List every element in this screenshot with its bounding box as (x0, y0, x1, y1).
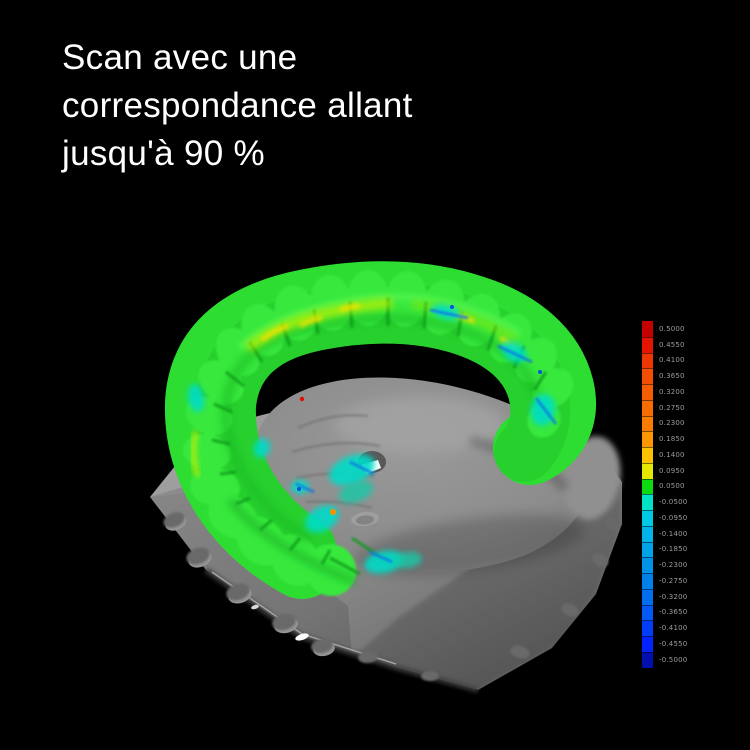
color-scale-row: 0.3650 (642, 368, 687, 384)
color-scale-row: -0.4100 (642, 620, 687, 636)
color-scale-label: -0.0950 (659, 513, 688, 522)
color-scale-row: 0.0950 (642, 462, 687, 479)
color-scale-label: -0.2750 (659, 576, 688, 585)
color-scale-segment (642, 321, 653, 337)
color-scale-label: -0.3650 (659, 608, 688, 617)
color-scale-segment (642, 620, 653, 636)
palate-dimple (351, 511, 379, 527)
color-scale-row: 0.4550 (642, 336, 687, 353)
page-title-line-3: jusqu'à 90 % (62, 134, 265, 173)
color-scale-segment (642, 636, 653, 652)
color-scale-row: 0.0500 (642, 478, 687, 495)
page-title: Scan avec une correspondance allant jusq… (62, 34, 413, 178)
color-scale-segment (642, 510, 653, 526)
color-scale-segment (642, 336, 653, 353)
color-scale-label: 0.0950 (659, 466, 685, 475)
orange-outlier-dot (330, 509, 336, 515)
color-scale-row: -0.1400 (642, 525, 688, 542)
color-scale-row: 0.4100 (642, 352, 687, 369)
color-scale-row: 0.2300 (642, 415, 687, 432)
color-scale-label: 0.4550 (659, 340, 685, 349)
color-scale-row: -0.3200 (642, 588, 688, 605)
color-scale-segment (642, 352, 653, 369)
color-scale-label: -0.1850 (659, 545, 688, 554)
teeth-deviation-band (164, 261, 596, 599)
color-scale-segment (642, 525, 653, 542)
color-scale-segment (642, 384, 653, 400)
color-scale-row: -0.1850 (642, 541, 688, 558)
color-scale-label: 0.2750 (659, 403, 685, 412)
color-scale-segment (642, 415, 653, 432)
color-scale-row: -0.2300 (642, 557, 687, 573)
color-scale-label: -0.4100 (659, 624, 688, 633)
color-scale-segment (642, 478, 653, 495)
color-scale-segment (642, 604, 653, 621)
color-scale-label: 0.0500 (659, 482, 685, 491)
color-scale-row: -0.3650 (642, 604, 688, 621)
color-scale-label: 0.2300 (659, 419, 685, 428)
color-scale-segment (642, 399, 653, 416)
color-scale-row: -0.4550 (642, 636, 687, 652)
base-glint (295, 633, 309, 641)
color-scale-segment (642, 557, 653, 573)
color-scale-row: 0.3200 (642, 384, 687, 400)
color-scale-label: -0.4550 (659, 639, 688, 648)
color-scale-segment (642, 462, 653, 479)
red-outlier-dot (299, 396, 305, 402)
color-scale-segment (642, 541, 653, 558)
color-scale-row: -0.2750 (642, 573, 687, 589)
color-scale-label: -0.0500 (659, 498, 688, 507)
color-scale-row: 0.2750 (642, 399, 687, 416)
color-scale-label: 0.3200 (659, 387, 685, 396)
color-scale-row: 0.1850 (642, 431, 687, 447)
page-title-line-2: correspondance allant (62, 86, 413, 125)
color-scale-label: 0.5000 (659, 324, 685, 333)
deviation-patches (187, 298, 557, 574)
color-scale-segment (642, 447, 653, 463)
color-scale-row: -0.0950 (642, 510, 687, 526)
page-title-line-1: Scan avec une (62, 38, 298, 77)
color-scale-segment (642, 431, 653, 447)
color-scale-row: -0.0500 (642, 494, 687, 510)
deviation-color-scale: 0.5000 0.4550 0.4100 0.3650 0.3200 0.2750 0.23… (642, 321, 687, 668)
color-scale-row: 0.1400 (642, 447, 687, 463)
color-scale-label: 0.1850 (659, 435, 685, 444)
color-scale-segment (642, 588, 653, 605)
color-scale-row: 0.5000 (642, 321, 687, 337)
color-scale-segment (642, 573, 653, 589)
color-scale-label: -0.2300 (659, 561, 688, 570)
color-scale-segment (642, 368, 653, 384)
color-scale-row: -0.5000 (642, 651, 688, 668)
color-scale-label: 0.1400 (659, 450, 685, 459)
color-scale-label: -0.1400 (659, 529, 688, 538)
color-scale-label: -0.3200 (659, 592, 688, 601)
color-scale-label: 0.4100 (659, 356, 685, 365)
color-scale-segment (642, 651, 653, 668)
color-scale-segment (642, 494, 653, 510)
color-scale-label: -0.5000 (659, 655, 688, 664)
color-scale-label: 0.3650 (659, 372, 685, 381)
